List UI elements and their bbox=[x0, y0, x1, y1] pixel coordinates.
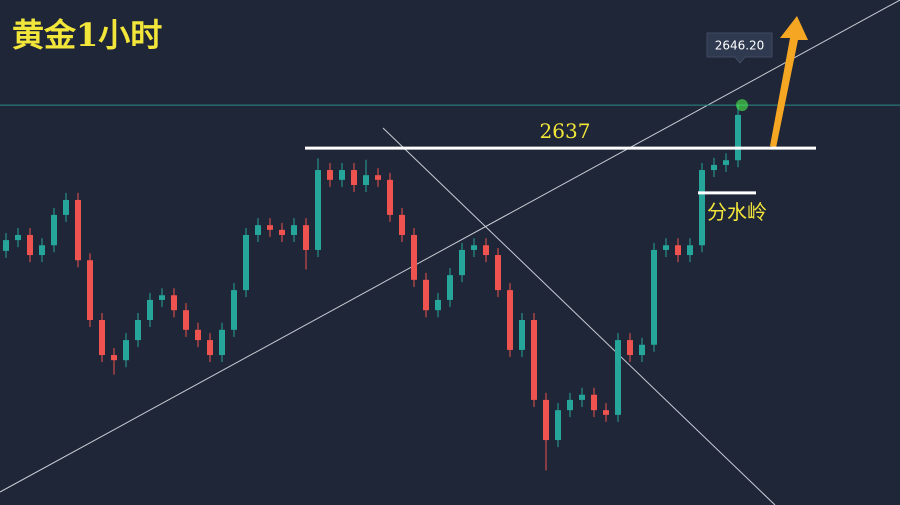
candle-body bbox=[627, 340, 633, 356]
candle-body bbox=[267, 225, 273, 230]
price-glow bbox=[736, 99, 748, 112]
candle-body bbox=[255, 225, 261, 235]
chart-title: 黄金1小时 bbox=[12, 16, 162, 54]
candle-body bbox=[363, 175, 369, 185]
candle-body bbox=[591, 394, 597, 411]
candle-body bbox=[603, 410, 609, 415]
candle-body bbox=[543, 399, 549, 441]
candle-body bbox=[171, 295, 177, 311]
candle-body bbox=[495, 255, 501, 291]
candle-body bbox=[87, 260, 93, 321]
candle-body bbox=[195, 329, 201, 341]
candle-body bbox=[351, 170, 357, 185]
candle-body bbox=[303, 225, 309, 250]
candle-body bbox=[219, 329, 225, 356]
candle-body bbox=[159, 295, 165, 300]
candle-body bbox=[123, 340, 129, 361]
candle-body bbox=[99, 320, 105, 356]
candle-body bbox=[411, 234, 417, 280]
candle-body bbox=[519, 320, 525, 350]
candle-body bbox=[51, 214, 57, 246]
candle-body bbox=[375, 175, 381, 180]
candle-body bbox=[291, 225, 297, 235]
candle-body bbox=[15, 234, 21, 241]
candle-body bbox=[3, 240, 9, 251]
candle-body bbox=[399, 214, 405, 235]
candle-body bbox=[339, 170, 345, 180]
candle-body bbox=[471, 245, 477, 250]
candle-body bbox=[663, 245, 669, 250]
candle-body bbox=[531, 320, 537, 400]
candle-body bbox=[147, 299, 153, 321]
candle-body bbox=[711, 164, 717, 171]
candle-body bbox=[555, 410, 561, 441]
candle-body bbox=[387, 179, 393, 215]
candle-body bbox=[723, 160, 729, 165]
price-tag-box bbox=[706, 32, 773, 64]
candle-body bbox=[423, 279, 429, 311]
candle-body bbox=[63, 199, 69, 215]
candle-body bbox=[279, 229, 285, 235]
candle-body bbox=[615, 340, 621, 415]
candle-body bbox=[243, 234, 249, 291]
candle-body bbox=[111, 355, 117, 361]
candle-body bbox=[207, 340, 213, 356]
candle-body bbox=[447, 275, 453, 300]
candle-body bbox=[735, 114, 741, 161]
candle-body bbox=[39, 245, 45, 256]
rising-trendline bbox=[0, 0, 900, 493]
candle-body bbox=[75, 199, 81, 261]
candle-body bbox=[315, 170, 321, 250]
candle-body bbox=[507, 290, 513, 350]
pivot-label: 分水岭 bbox=[707, 200, 767, 224]
up-arrow bbox=[770, 16, 808, 148]
candle-body bbox=[135, 320, 141, 341]
candle-body bbox=[183, 310, 189, 330]
candle-body bbox=[699, 170, 705, 246]
candle-body bbox=[639, 344, 645, 356]
resistance-label: 2637 bbox=[540, 119, 591, 143]
candle-body bbox=[435, 299, 441, 311]
falling-trendline bbox=[382, 127, 776, 505]
candle-body bbox=[459, 249, 465, 276]
candle-body bbox=[27, 234, 33, 256]
candle-body bbox=[651, 249, 657, 345]
price-tag-label: 2646.20 bbox=[715, 39, 765, 53]
candle-body bbox=[327, 170, 333, 180]
candle-body bbox=[567, 399, 573, 411]
candles bbox=[0, 104, 900, 471]
candle-body bbox=[231, 290, 237, 330]
candle-body bbox=[675, 245, 681, 256]
candle-body bbox=[483, 245, 489, 256]
candle-body bbox=[687, 245, 693, 256]
candle-body bbox=[579, 394, 585, 400]
